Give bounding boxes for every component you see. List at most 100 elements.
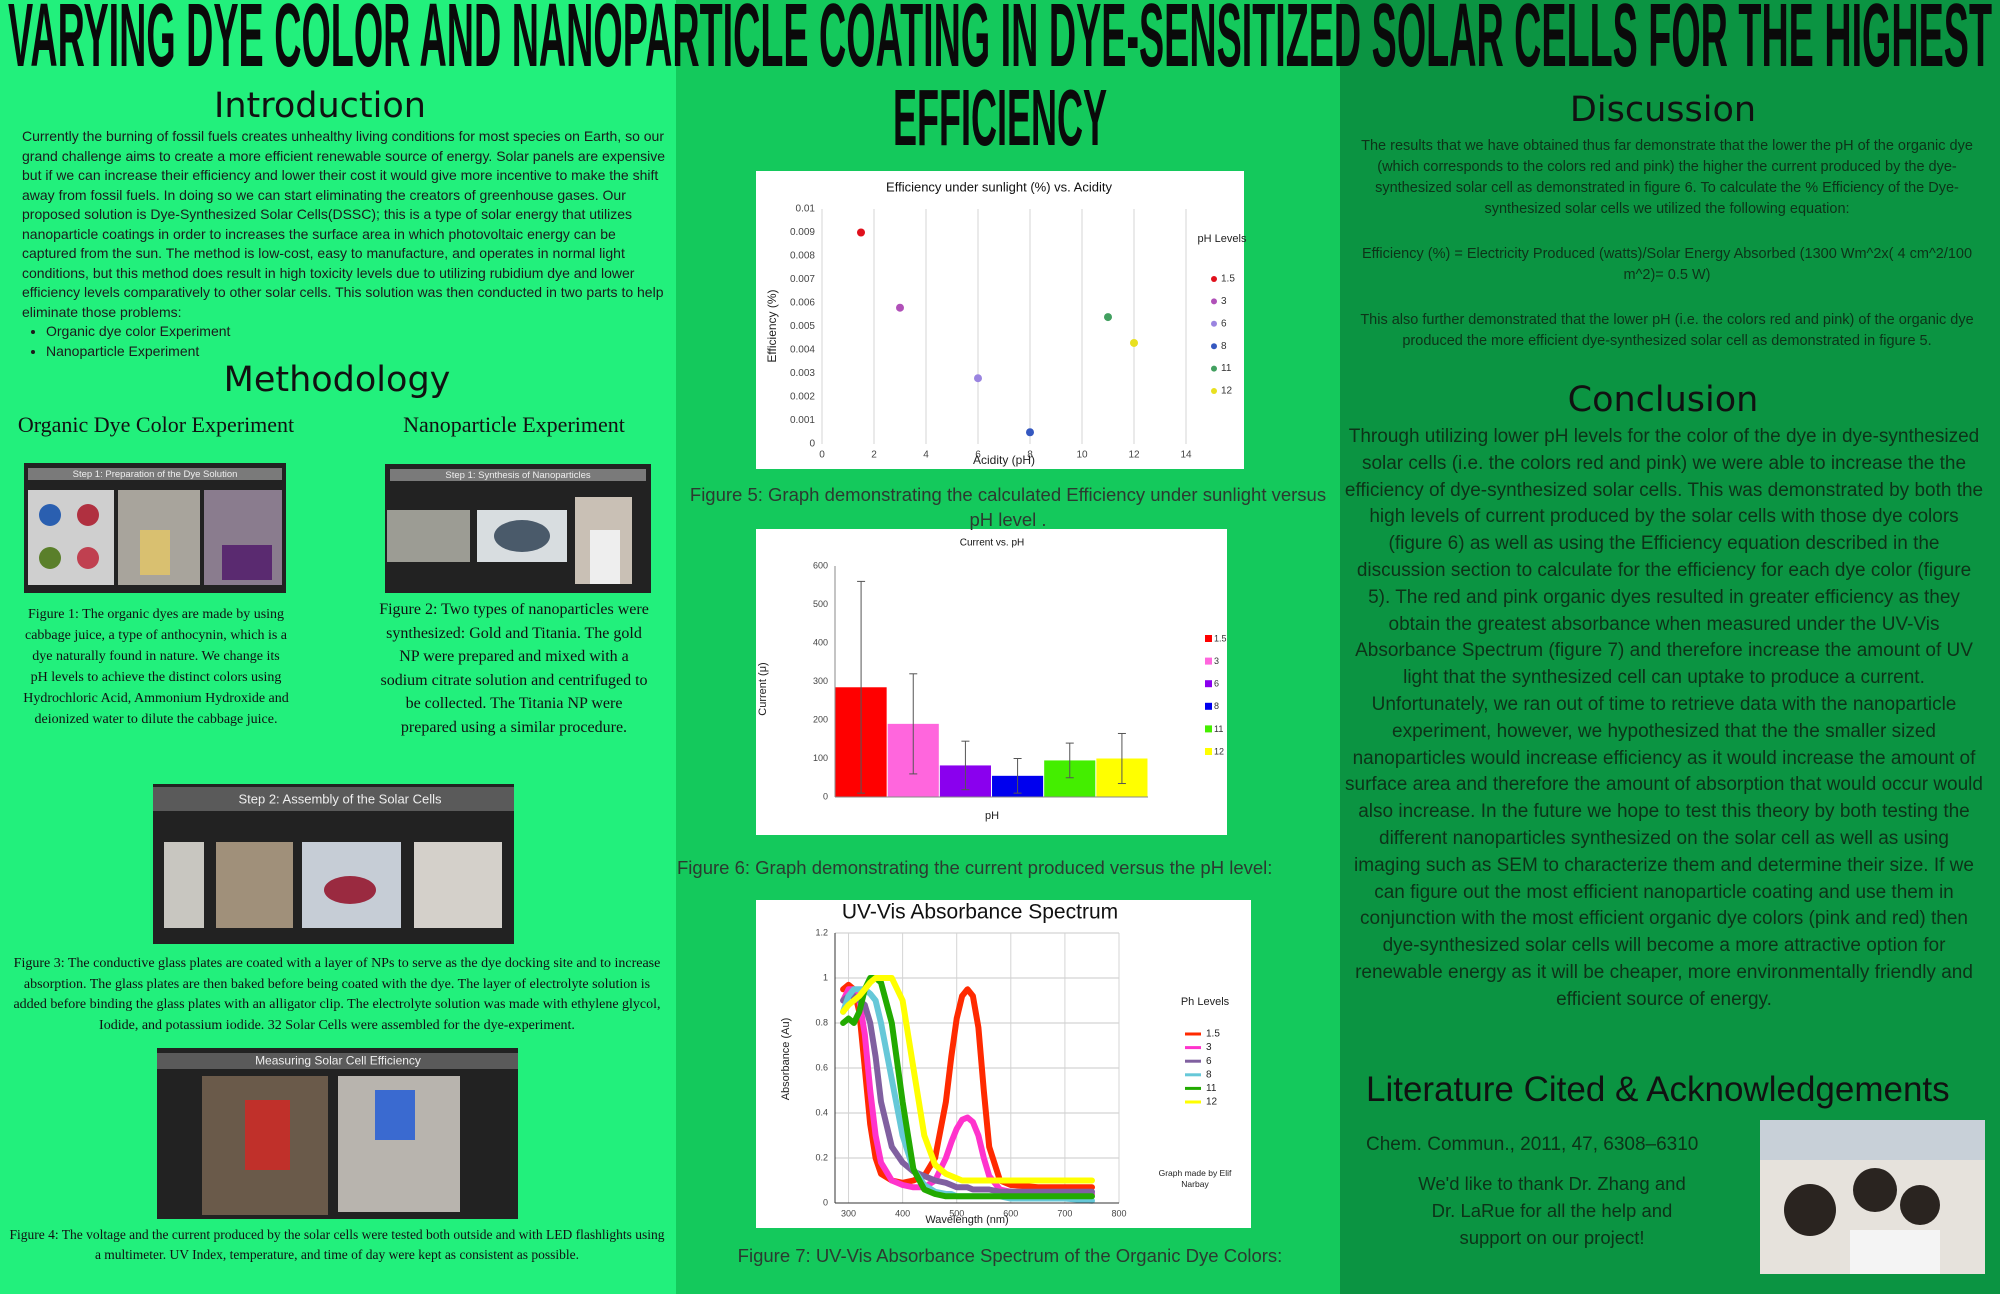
photo — [164, 842, 204, 928]
y-tick-label: 0.002 — [790, 392, 815, 403]
x-tick-label: 10 — [1076, 450, 1088, 461]
figure-caption: Figure 4: The voltage and the current pr… — [9, 1227, 665, 1262]
y-tick-label: 400 — [813, 637, 828, 647]
photo-detail — [375, 1090, 415, 1140]
panel-label: Step 1: Synthesis of Nanoparticles — [445, 470, 590, 481]
section-heading: Introduction — [214, 86, 426, 126]
photo-detail — [39, 504, 61, 526]
y-tick-label: 0.008 — [790, 251, 815, 262]
paragraph: Through utilizing lower pH levels for th… — [1344, 426, 1984, 1010]
panel-header — [153, 787, 514, 811]
photo-detail — [39, 547, 61, 569]
y-tick-label: 600 — [813, 560, 828, 570]
y-tick-label: 300 — [813, 676, 828, 686]
legend-label: 8 — [1206, 1069, 1212, 1080]
photo-detail — [222, 545, 272, 580]
legend-swatch — [1211, 365, 1217, 372]
poster-title: VARYING DYE COLOR AND NANOPARTICLE COATI… — [8, 0, 1992, 86]
x-tick-label: 8 — [1027, 450, 1033, 461]
legend-swatch — [1205, 680, 1212, 688]
data-line — [840, 986, 1095, 1197]
figure-caption: Figure 5: Graph demonstrating the calcul… — [689, 484, 1327, 530]
x-axis-label: pH — [985, 810, 999, 822]
data-line — [840, 981, 1095, 1191]
introduction: Currently the burning of fossil fuels cr… — [22, 127, 670, 361]
legend-swatch — [1205, 748, 1212, 755]
bullet: Organic dye color Experiment — [46, 322, 670, 342]
x-tick-label: 800 — [1111, 1208, 1126, 1218]
legend-swatch — [1211, 298, 1217, 305]
legend-label: 11 — [1206, 1083, 1217, 1094]
paragraph: This also further demonstrated that the … — [1360, 312, 1974, 349]
photo — [387, 510, 470, 562]
data-point — [1130, 338, 1138, 347]
legend-swatch — [1211, 276, 1217, 282]
legend-swatch — [1211, 343, 1217, 350]
section-heading: Conclusion — [1567, 380, 1759, 420]
chart-title: Efficiency under sunlight (%) vs. Acidit… — [886, 179, 1112, 194]
intro-text: Currently the burning of fossil fuels cr… — [22, 128, 666, 320]
acknowledgement: We'd like to thank Dr. Zhang and Dr. LaR… — [1418, 1173, 1686, 1248]
right-column — [1340, 0, 2000, 1294]
data-point — [857, 228, 865, 237]
photo-panel: Step 1: Synthesis of Nanoparticles — [385, 464, 651, 593]
legend-title: pH Levels — [1197, 233, 1247, 245]
x-axis-label: Acidity (pH) — [973, 453, 1035, 467]
photo-detail — [494, 520, 550, 552]
legend-label: 3 — [1221, 296, 1227, 307]
x-tick-label: 600 — [1003, 1208, 1018, 1218]
bullet-list: Organic dye color Experiment Nanoparticl… — [22, 322, 670, 361]
y-tick-label: 0 — [823, 791, 828, 801]
figure-caption: Figure 7: UV-Vis Absorbance Spectrum of … — [737, 1245, 1283, 1266]
team-photo — [1760, 1120, 1985, 1274]
legend-label: 6 — [1206, 1056, 1212, 1067]
legend-swatch — [1211, 320, 1217, 327]
legend-label: 8 — [1214, 701, 1219, 711]
y-tick-label: 100 — [813, 753, 828, 763]
y-axis-label: Efficiency (%) — [765, 289, 779, 362]
y-tick-label: 0 — [823, 1197, 828, 1207]
x-tick-label: 400 — [895, 1208, 910, 1218]
legend-label: 1.5 — [1214, 633, 1227, 643]
figure-caption: Figure 3: The conductive glass plates ar… — [13, 956, 661, 1033]
photo-panel: Step 2: Assembly of the Solar Cells — [153, 784, 514, 944]
chart-background — [756, 171, 1244, 469]
bullet: Nanoparticle Experiment — [46, 342, 670, 362]
photo — [216, 842, 293, 928]
panel-label: Step 2: Assembly of the Solar Cells — [238, 791, 442, 806]
y-tick-label: 0.007 — [790, 274, 815, 285]
x-tick-label: 0 — [819, 450, 825, 461]
chart-title: Current vs. pH — [960, 538, 1024, 549]
chart-title: UV-Vis Absorbance Spectrum — [842, 901, 1118, 924]
data-point — [896, 303, 904, 312]
x-tick-label: 14 — [1180, 450, 1192, 461]
legend-swatch — [1205, 635, 1212, 642]
data-point — [974, 374, 982, 383]
y-axis-label: Absorbance (Au) — [780, 1018, 792, 1101]
panel-header — [390, 469, 646, 481]
photo-detail — [1900, 1185, 1940, 1225]
y-tick-label: 0.01 — [796, 204, 816, 215]
legend-swatch — [1205, 657, 1212, 665]
legend-label: 8 — [1221, 341, 1227, 352]
photo-detail — [1760, 1120, 1985, 1160]
legend-label: 11 — [1214, 724, 1223, 734]
section-heading: Discussion — [1569, 90, 1757, 130]
data-point — [1026, 428, 1034, 437]
section-heading: Methodology — [223, 360, 451, 400]
photo-detail — [77, 547, 99, 569]
y-tick-label: 500 — [813, 599, 828, 609]
chart-background — [756, 900, 1251, 1228]
x-tick-label: 4 — [923, 450, 929, 461]
legend-label: 6 — [1221, 318, 1227, 329]
legend-label: 3 — [1206, 1042, 1212, 1053]
x-tick-label: 12 — [1128, 450, 1140, 461]
legend-label: 11 — [1221, 363, 1232, 374]
legend-label: 12 — [1221, 386, 1233, 397]
x-tick-label: 2 — [871, 450, 877, 461]
section-heading: Literature Cited & Acknowledgements — [1366, 1070, 1950, 1109]
y-tick-label: 1 — [823, 972, 828, 982]
y-tick-label: 0.005 — [790, 321, 815, 332]
x-axis-label: Wavelength (nm) — [925, 1214, 1008, 1226]
